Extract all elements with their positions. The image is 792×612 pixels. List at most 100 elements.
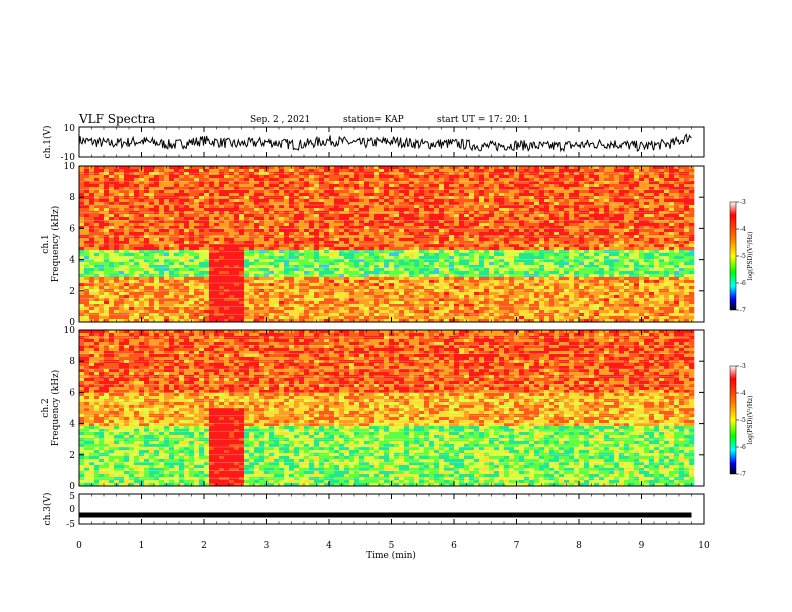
spectrogram-cell xyxy=(129,247,135,251)
spectrogram-cell xyxy=(479,190,485,194)
spectrogram-cell xyxy=(89,277,95,281)
spectrogram-cell xyxy=(149,217,155,221)
spectrogram-cell xyxy=(534,187,540,191)
spectrogram-cell xyxy=(204,223,210,227)
spectrogram-cell xyxy=(134,274,140,278)
spectrogram-cell xyxy=(519,256,525,260)
spectrogram-cell xyxy=(294,316,300,320)
spectrogram-cell xyxy=(169,304,175,308)
spectrogram-cell xyxy=(154,232,160,236)
spectrogram-cell xyxy=(534,175,540,179)
spectrogram-cell xyxy=(194,307,200,311)
spectrogram-cell xyxy=(479,184,485,188)
spectrogram-cell xyxy=(119,220,125,224)
spectrogram-cell xyxy=(429,304,435,308)
spectrogram-cell xyxy=(524,199,530,203)
spectrogram-cell xyxy=(404,265,410,269)
spectrogram-cell xyxy=(414,193,420,197)
spectrogram-cell xyxy=(484,220,490,224)
spectrogram-cell xyxy=(464,232,470,236)
spectrogram-cell xyxy=(264,190,270,194)
spectrogram-cell xyxy=(369,262,375,266)
spectrogram-cell xyxy=(274,316,280,320)
spectrogram-cell xyxy=(379,181,385,185)
spectrogram-cell xyxy=(114,277,120,281)
spectrogram-cell xyxy=(429,193,435,197)
spectrogram-cell xyxy=(259,169,265,173)
spectrogram-cell xyxy=(224,307,230,311)
spectrogram-cell xyxy=(244,208,250,212)
spectrogram-cell xyxy=(554,205,560,209)
spectrogram-cell xyxy=(524,304,530,308)
spectrogram-cell xyxy=(334,310,340,314)
spectrogram-cell xyxy=(349,307,355,311)
spectrogram-cell xyxy=(129,286,135,290)
spectrogram-cell xyxy=(84,283,90,287)
spectrogram-cell xyxy=(224,256,230,260)
spectrogram-cell xyxy=(174,247,180,251)
spectrogram-cell xyxy=(474,196,480,200)
spectrogram-cell xyxy=(144,226,150,230)
spectrogram-cell xyxy=(424,187,430,191)
spectrogram-cell xyxy=(474,241,480,245)
spectrogram-cell xyxy=(214,175,220,179)
spectrogram-cell xyxy=(454,316,460,320)
spectrogram-cell xyxy=(414,169,420,173)
spectrogram-cell xyxy=(539,226,545,230)
spectrogram-cell xyxy=(314,178,320,182)
spectrogram-cell xyxy=(84,196,90,200)
spectrogram-cell xyxy=(94,265,100,269)
spectrogram-cell xyxy=(319,226,325,230)
spectrogram-cell xyxy=(339,214,345,218)
spectrogram-cell xyxy=(79,193,85,197)
spectrogram-cell xyxy=(419,226,425,230)
spectrogram-cell xyxy=(199,307,205,311)
spectrogram-cell xyxy=(494,208,500,212)
spectrogram-cell xyxy=(294,190,300,194)
spectrogram-cell xyxy=(144,298,150,302)
spectrogram-cell xyxy=(519,187,525,191)
spectrogram-cell xyxy=(299,166,305,170)
spectrogram-cell xyxy=(94,277,100,281)
spectrogram-cell xyxy=(174,253,180,257)
spectrogram-cell xyxy=(429,235,435,239)
spectrogram-cell xyxy=(374,229,380,233)
spectrogram-cell xyxy=(439,205,445,209)
spectrogram-cell xyxy=(94,280,100,284)
spectrogram-cell xyxy=(509,208,515,212)
spectrogram-cell xyxy=(264,268,270,272)
spectrogram-cell xyxy=(489,205,495,209)
spectrogram-cell xyxy=(384,178,390,182)
spectrogram-cell xyxy=(364,208,370,212)
spectrogram-cell xyxy=(309,262,315,266)
spectrogram-cell xyxy=(529,307,535,311)
spectrogram-cell xyxy=(539,244,545,248)
spectrogram-cell xyxy=(349,205,355,209)
spectrogram-cell xyxy=(454,268,460,272)
spectrogram-cell xyxy=(299,256,305,260)
spectrogram-cell xyxy=(289,298,295,302)
spectrogram-cell xyxy=(234,265,240,269)
spectrogram-cell xyxy=(444,178,450,182)
spectrogram-cell xyxy=(534,313,540,317)
spectrogram-cell xyxy=(459,187,465,191)
spectrogram-cell xyxy=(239,205,245,209)
spectrogram-cell xyxy=(514,304,520,308)
spectrogram-cell xyxy=(119,310,125,314)
spectrogram-cell xyxy=(124,178,130,182)
spectrogram-cell xyxy=(99,268,105,272)
spectrogram-cell xyxy=(84,280,90,284)
spectrogram-cell xyxy=(244,277,250,281)
spectrogram-cell xyxy=(144,187,150,191)
spectrogram-cell xyxy=(184,292,190,296)
spectrogram-cell xyxy=(169,319,175,323)
spectrogram-cell xyxy=(344,196,350,200)
spectrogram-cell xyxy=(104,166,110,170)
spectrogram-cell xyxy=(204,196,210,200)
spectrogram-cell xyxy=(424,184,430,188)
spectrogram-cell xyxy=(529,193,535,197)
spectrogram-cell xyxy=(289,217,295,221)
spectrogram-cell xyxy=(344,280,350,284)
spectrogram-cell xyxy=(549,298,555,302)
spectrogram-cell xyxy=(139,214,145,218)
